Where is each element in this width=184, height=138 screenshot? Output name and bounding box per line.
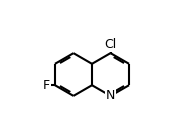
- Text: N: N: [106, 89, 115, 102]
- Text: F: F: [43, 79, 49, 92]
- Text: Cl: Cl: [104, 38, 117, 51]
